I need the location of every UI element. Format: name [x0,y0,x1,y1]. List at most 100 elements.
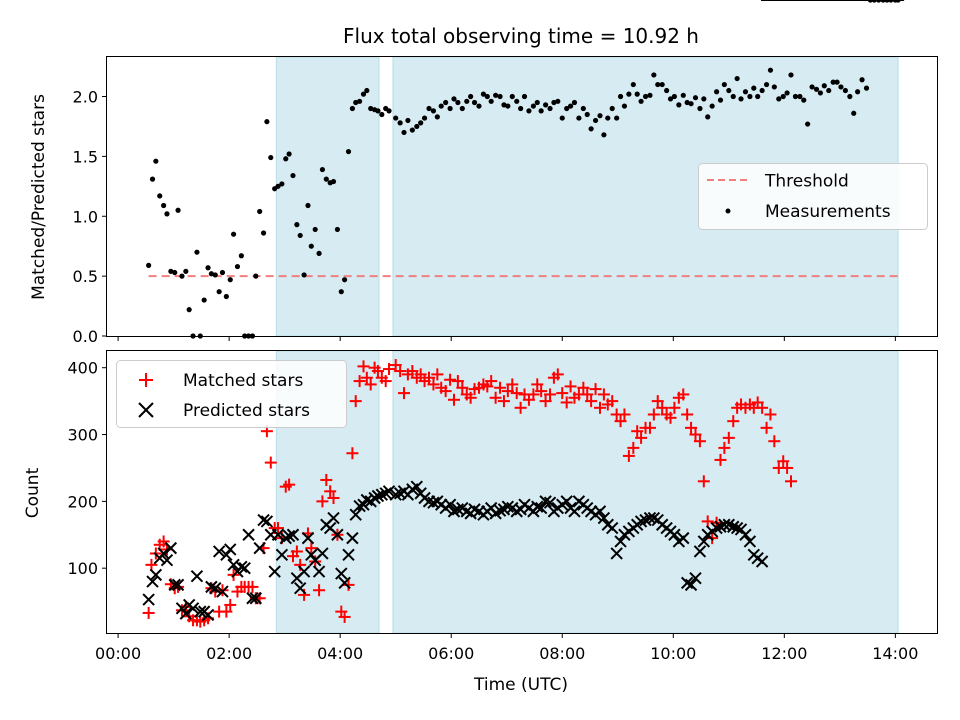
matched-star-point [485,375,498,388]
matched-star-point [423,371,436,384]
measurement-point [360,91,367,97]
predicted-star-point [312,565,326,578]
measurement-point [434,114,440,120]
predicted-star-point [593,505,607,518]
matched-star-point [693,435,706,448]
measurement-point [642,93,649,100]
matched-star-point [157,535,170,548]
top-y-tick-label: 0.0 [73,327,98,346]
predicted-star-point [447,505,461,518]
predicted-star-point [338,576,351,590]
legend-measurements-label: Measurements [765,202,891,222]
matched-star-point [768,435,781,448]
measurement-point [253,273,259,279]
legend-matched-swatch [139,373,153,387]
matched-star-point [506,378,519,391]
measurement-point [401,129,407,136]
predicted-star-point [689,571,702,585]
predicted-star-point [242,528,255,541]
matched-star-point [631,425,644,438]
measurement-point [730,93,736,100]
measurement-point [375,108,381,114]
measurement-point [659,81,665,88]
measurement-point [526,108,532,114]
measurement-point [161,202,167,209]
measurement-point [509,93,515,100]
matched-star-point [622,449,635,462]
matched-star-point [324,485,337,498]
matched-star-point [383,363,396,376]
matched-star-point [677,388,690,401]
predicted-star-point [643,511,657,525]
matched-star-point [784,475,797,488]
matched-star-point [271,522,284,535]
matched-star-point [338,610,351,623]
measurement-point [664,87,670,94]
measurement-point [830,79,836,85]
predicted-star-point [305,548,318,562]
matched-star-point [145,558,158,571]
measurement-point [349,105,355,112]
matched-star-point [342,578,355,591]
measurement-point [809,84,815,90]
measurement-point [194,249,200,255]
predicted-star-point [190,569,204,583]
matched-star-point [551,368,564,381]
measurement-point [813,86,820,92]
measurement-point [488,98,494,104]
measurement-point [855,89,861,95]
measurement-point [212,272,218,278]
legend-predicted-label: Predicted stars [183,401,310,421]
top-y-tick-label: 1.5 [73,147,98,166]
matched-star-point [535,385,548,398]
measurement-point [697,105,703,112]
matched-star-point [456,381,469,394]
measurement-point [838,84,844,90]
matched-star-point [664,411,677,424]
measurement-point [227,277,233,283]
measurement-point [530,103,536,109]
predicted-star-point [316,547,329,560]
predicted-star-point [606,521,619,535]
predicted-star-point [501,500,515,513]
measurement-point [357,98,363,104]
predicted-star-point [335,567,348,580]
predicted-star-point [164,541,178,555]
predicted-star-point [389,488,402,501]
predicted-star-point [371,489,385,503]
matched-star-point [379,375,392,388]
matched-star-point [360,371,373,384]
bottom-y-tick-label: 200 [67,492,98,511]
predicted-star-point [201,608,215,622]
bottom-legend: Matched stars Predicted stars [116,360,347,428]
matched-star-point [414,368,427,381]
predicted-star-point [209,582,222,595]
matched-star-point [556,387,569,400]
measurement-point [379,111,385,118]
legend-measurements-swatch [725,208,731,214]
measurement-point [801,97,807,103]
measurement-point [518,105,524,112]
measurement-point [216,289,222,295]
measurement-point [667,96,674,102]
predicted-star-point [327,511,340,525]
measurement-point [386,108,392,114]
predicted-star-point [693,545,707,558]
measurement-point [567,103,574,109]
measurement-point [316,250,322,256]
measurement-point [230,231,237,237]
measurement-point [312,226,318,233]
predicted-star-point [249,592,262,605]
measurement-point [755,93,761,100]
predicted-star-point [647,511,661,525]
measurement-point [842,87,848,94]
measurement-point [747,93,753,100]
predicted-star-point [282,529,296,543]
matched-star-point [305,542,318,555]
measurement-point [471,99,478,106]
matched-star-point [777,455,790,468]
measurement-point [701,96,707,102]
matched-star-point [594,401,607,414]
measurement-point [438,103,444,109]
